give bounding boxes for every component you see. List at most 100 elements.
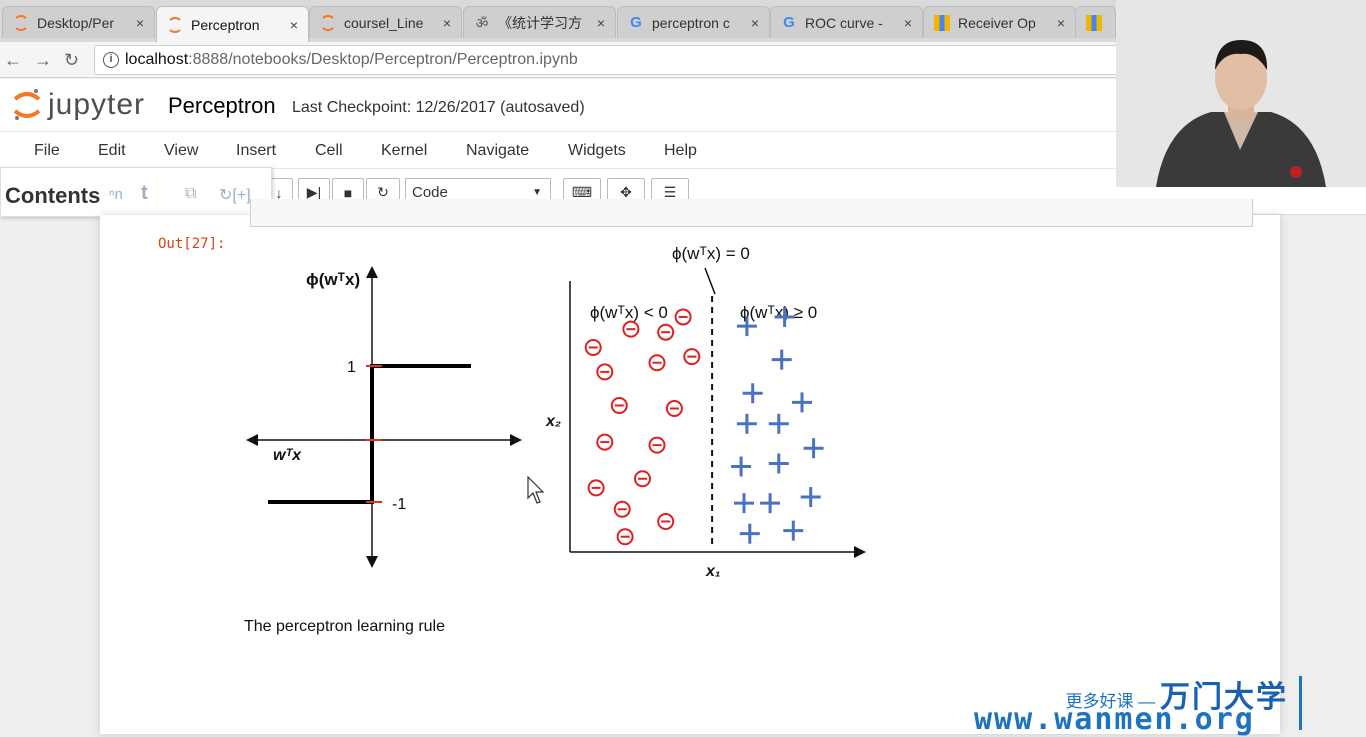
close-tab-icon[interactable]: × — [1056, 14, 1065, 31]
toc-copy-icon[interactable]: ⧉ — [185, 185, 197, 202]
toc-panel[interactable]: Contents ⁿn t ⧉ ↻[+] — [0, 167, 272, 217]
browser-tab-label: 《统计学习方 — [498, 14, 582, 31]
negative-point — [616, 528, 634, 546]
browser-tab[interactable]: Desktop/Per × — [2, 6, 155, 38]
url-host: localhost — [125, 51, 189, 68]
browser-tab[interactable]: coursel_Line × — [309, 6, 462, 38]
positive-point — [768, 453, 789, 474]
positive-point — [739, 523, 760, 544]
menu-insert[interactable]: Insert — [236, 142, 277, 159]
cell-type-value: Code — [412, 184, 448, 201]
close-tab-icon[interactable]: × — [289, 16, 298, 33]
toc-refresh-icon[interactable]: ↻[+] — [219, 187, 251, 204]
browser-tab-label: coursel_Line — [344, 14, 424, 31]
close-tab-icon[interactable]: × — [442, 14, 451, 31]
browser-tab-label: ROC curve - — [805, 14, 883, 31]
browser-tab[interactable]: Receiver Op × — [923, 6, 1076, 38]
menu-kernel[interactable]: Kernel — [381, 142, 428, 159]
browser-tab-label: perceptron c — [652, 14, 730, 31]
positive-point — [736, 316, 757, 337]
back-arrow-icon[interactable]: ← — [4, 50, 22, 70]
wanmen-watermark: 更多好课 — 万门大学 www.wanmen.org — [972, 672, 1302, 737]
mouse-cursor-icon — [527, 476, 545, 504]
negative-point — [657, 512, 675, 530]
watermark-small-text: 更多好课 — — [1065, 692, 1156, 711]
browser-tab[interactable]: ॐ 《统计学习方 × — [463, 6, 616, 38]
tick-label-neg: -1 — [392, 496, 406, 513]
forward-arrow-icon[interactable]: → — [34, 50, 52, 70]
jupyter-logo[interactable]: jupyter — [12, 87, 152, 123]
chevron-down-icon: ▼ — [532, 187, 542, 198]
tick-label-pos: 1 — [347, 359, 356, 376]
notebook-container — [100, 215, 1280, 734]
jupyter-logo-icon — [13, 89, 41, 120]
bar-icon — [934, 14, 950, 31]
negative-point — [610, 396, 628, 414]
close-tab-icon[interactable]: × — [903, 14, 912, 31]
positive-point — [760, 493, 781, 514]
url-path: :8888/notebooks/Desktop/Perceptron/Perce… — [188, 51, 578, 68]
left-xlabel: wᵀx — [273, 447, 302, 464]
close-tab-icon[interactable]: × — [750, 14, 759, 31]
menu-widgets[interactable]: Widgets — [568, 142, 626, 159]
menu-edit[interactable]: Edit — [98, 142, 126, 159]
step-function-line — [268, 364, 471, 504]
toc-t-icon[interactable]: t — [141, 182, 148, 204]
menu-help[interactable]: Help — [664, 142, 697, 159]
google-icon: G — [630, 13, 642, 31]
browser-tab[interactable]: G ROC curve - × — [770, 6, 923, 38]
pos-region-label: ϕ(wᵀx) ≥ 0 — [740, 303, 817, 322]
browser-tab-label: Desktop/Per — [37, 14, 115, 31]
menu-navigate[interactable]: Navigate — [466, 142, 530, 159]
negative-point — [683, 348, 701, 366]
previous-code-cell[interactable] — [250, 199, 1253, 227]
scatter-points — [584, 306, 824, 546]
menu-view[interactable]: View — [164, 142, 199, 159]
positive-point — [734, 493, 754, 514]
browser-tab[interactable]: Perceptron × — [156, 6, 309, 42]
close-tab-icon[interactable]: × — [596, 14, 605, 31]
positive-point — [731, 456, 752, 477]
notebook-title[interactable]: Perceptron — [168, 93, 276, 118]
negative-point — [596, 433, 614, 451]
step-function-plot: ϕ(wᵀx) wᵀx 1 -1 — [246, 266, 522, 568]
browser-tab-label: Receiver Op — [958, 14, 1036, 31]
negative-point — [622, 320, 640, 338]
watermark-url: www.wanmen.org — [974, 702, 1255, 737]
bar-icon — [1086, 14, 1102, 31]
negative-point — [648, 354, 666, 372]
negative-point — [613, 500, 631, 518]
checkpoint-status: Last Checkpoint: 12/26/2017 (autosaved) — [292, 99, 585, 116]
positive-point — [768, 413, 789, 434]
url-input[interactable]: i localhost:8888/notebooks/Desktop/Perce… — [94, 45, 1124, 75]
neg-region-label: ϕ(wᵀx) < 0 — [590, 303, 668, 322]
jupyter-icon — [167, 16, 183, 33]
negative-point — [674, 308, 692, 326]
positive-point — [774, 306, 795, 327]
positive-point — [803, 438, 824, 459]
reload-icon[interactable]: ↻ — [64, 50, 80, 70]
negative-point — [657, 323, 675, 341]
webcam-overlay — [1116, 0, 1366, 187]
right-xlabel: x₁ — [705, 563, 721, 580]
toc-number-icon[interactable]: ⁿn — [109, 186, 123, 203]
negative-point — [648, 436, 666, 454]
left-ylabel: ϕ(wᵀx) — [306, 270, 360, 289]
positive-point — [742, 383, 763, 404]
positive-point — [736, 413, 757, 434]
perceptron-figure: ϕ(wᵀx) wᵀx 1 -1 ϕ(wᵀx) = 0 ϕ(wᵀx) < 0 ϕ(… — [246, 244, 866, 580]
menu-file[interactable]: File — [34, 142, 60, 159]
figure-caption: The perceptron learning rule — [244, 618, 446, 635]
positive-point — [771, 349, 792, 370]
info-icon[interactable]: i — [103, 52, 119, 68]
close-tab-icon[interactable]: × — [135, 14, 144, 31]
boundary-label: ϕ(wᵀx) = 0 — [672, 244, 750, 263]
jupyter-icon — [320, 14, 336, 31]
menu-cell[interactable]: Cell — [315, 142, 343, 159]
output-prompt: Out[27]: — [158, 236, 226, 252]
browser-tab[interactable]: R — [1075, 6, 1116, 38]
negative-point — [587, 479, 605, 497]
positive-point — [783, 520, 804, 541]
negative-point — [634, 470, 651, 488]
